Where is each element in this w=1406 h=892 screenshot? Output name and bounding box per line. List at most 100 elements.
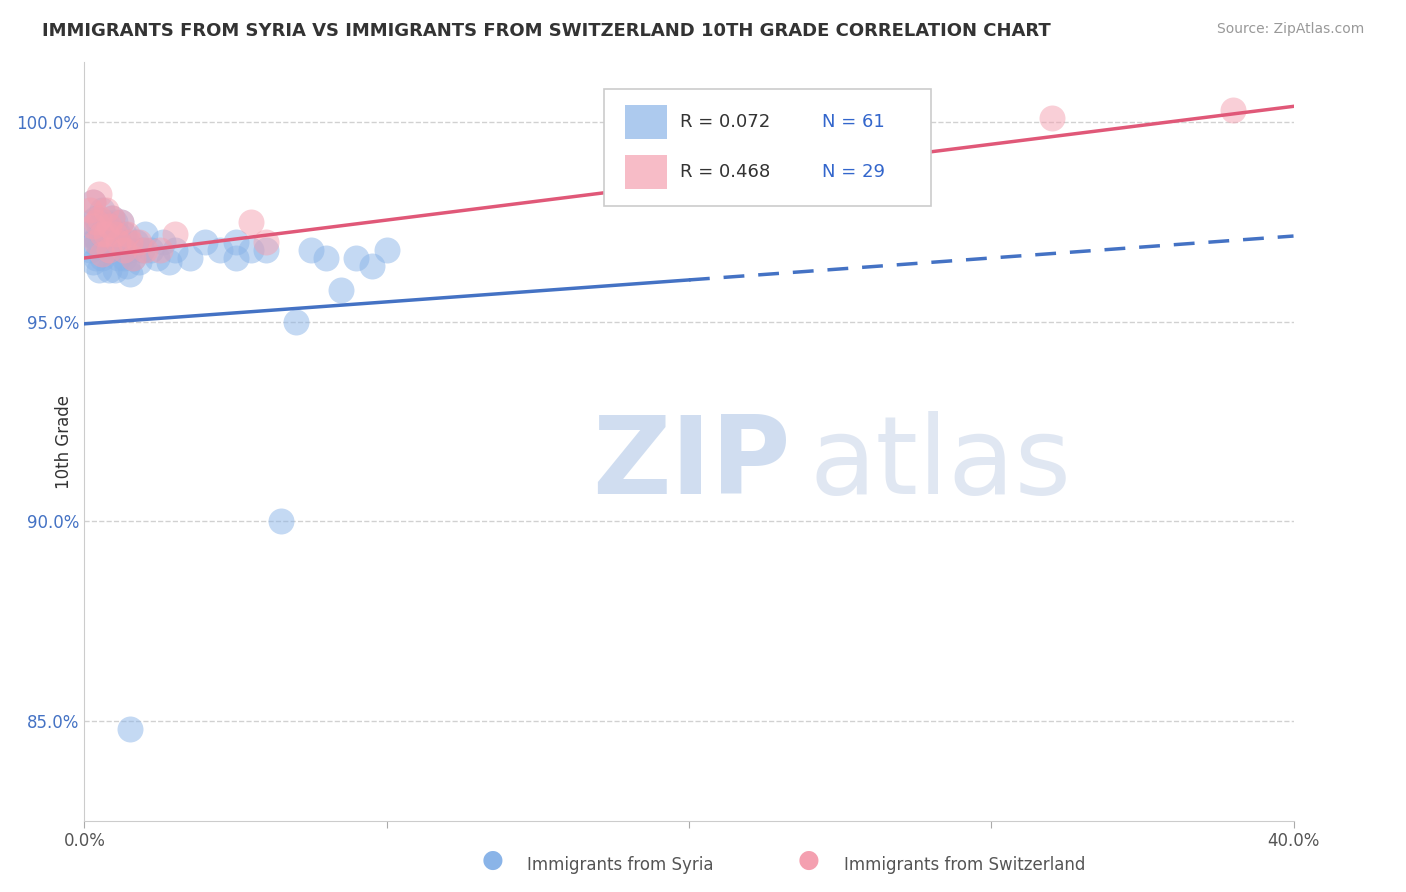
Point — [89, 219, 111, 233]
Point — [107, 251, 129, 265]
Point — [299, 243, 322, 257]
Point — [86, 211, 108, 225]
Point — [110, 239, 132, 253]
Point — [270, 514, 292, 528]
Point — [315, 251, 337, 265]
Point — [125, 235, 148, 249]
Text: R = 0.468: R = 0.468 — [681, 163, 770, 181]
Point — [104, 215, 127, 229]
Text: atlas: atlas — [810, 411, 1071, 517]
Point — [82, 195, 104, 210]
Point — [91, 203, 114, 218]
Point — [225, 251, 247, 265]
Point — [112, 243, 135, 257]
Point — [97, 219, 120, 233]
Point — [115, 259, 138, 273]
Point — [131, 243, 153, 257]
Point — [100, 211, 122, 225]
FancyBboxPatch shape — [624, 155, 668, 189]
Point — [86, 251, 108, 265]
Point — [112, 251, 135, 265]
Point — [86, 231, 108, 245]
Point — [97, 243, 120, 257]
Point — [94, 227, 117, 241]
Point — [82, 219, 104, 233]
Point — [100, 235, 122, 249]
Point — [89, 263, 111, 277]
Point — [94, 215, 117, 229]
Point — [104, 239, 127, 253]
Point — [157, 255, 180, 269]
Point — [94, 239, 117, 253]
Point — [97, 243, 120, 257]
Point — [165, 227, 187, 241]
Point — [121, 251, 143, 265]
Point — [118, 722, 141, 736]
Point — [346, 251, 368, 265]
Point — [110, 215, 132, 229]
Text: Immigrants from Syria: Immigrants from Syria — [527, 856, 714, 874]
Point — [128, 235, 150, 249]
Point — [179, 251, 201, 265]
Point — [89, 211, 111, 225]
Point — [209, 243, 232, 257]
Point — [86, 215, 108, 229]
Text: Source: ZipAtlas.com: Source: ZipAtlas.com — [1216, 22, 1364, 37]
Point — [100, 211, 122, 225]
Point — [128, 255, 150, 269]
FancyBboxPatch shape — [624, 104, 668, 138]
Text: N = 61: N = 61 — [823, 112, 884, 130]
Point — [86, 235, 108, 249]
Point — [1222, 103, 1244, 118]
Point — [239, 215, 262, 229]
FancyBboxPatch shape — [605, 89, 931, 207]
Point — [375, 243, 398, 257]
Point — [1040, 112, 1063, 126]
Point — [79, 243, 101, 257]
Text: ●: ● — [797, 848, 820, 872]
Point — [239, 243, 262, 257]
Point — [194, 235, 217, 249]
Point — [118, 267, 141, 281]
Point — [330, 283, 353, 297]
Point — [134, 227, 156, 241]
Point — [97, 263, 120, 277]
Point — [118, 243, 141, 257]
Point — [112, 227, 135, 241]
Point — [82, 195, 104, 210]
Text: ●: ● — [481, 848, 503, 872]
Point — [139, 243, 162, 257]
Point — [165, 243, 187, 257]
Point — [149, 243, 172, 257]
Point — [82, 235, 104, 249]
Point — [107, 235, 129, 249]
Point — [89, 239, 111, 253]
Y-axis label: 10th Grade: 10th Grade — [55, 394, 73, 489]
Point — [104, 263, 127, 277]
Point — [115, 227, 138, 241]
Point — [121, 251, 143, 265]
Point — [97, 219, 120, 233]
Point — [360, 259, 382, 273]
Point — [82, 255, 104, 269]
Point — [134, 243, 156, 257]
Point — [79, 203, 101, 218]
Point — [104, 227, 127, 241]
Point — [91, 247, 114, 261]
Point — [146, 251, 169, 265]
Point — [110, 215, 132, 229]
Text: N = 29: N = 29 — [823, 163, 884, 181]
Text: IMMIGRANTS FROM SYRIA VS IMMIGRANTS FROM SWITZERLAND 10TH GRADE CORRELATION CHAR: IMMIGRANTS FROM SYRIA VS IMMIGRANTS FROM… — [42, 22, 1050, 40]
Text: Immigrants from Switzerland: Immigrants from Switzerland — [844, 856, 1085, 874]
Point — [79, 215, 101, 229]
Text: R = 0.072: R = 0.072 — [681, 112, 770, 130]
Point — [91, 251, 114, 265]
Point — [225, 235, 247, 249]
Point — [94, 203, 117, 218]
Point — [254, 235, 277, 249]
Point — [152, 235, 174, 249]
Point — [115, 235, 138, 249]
Point — [76, 227, 98, 241]
Point — [91, 227, 114, 241]
Point — [285, 315, 308, 329]
